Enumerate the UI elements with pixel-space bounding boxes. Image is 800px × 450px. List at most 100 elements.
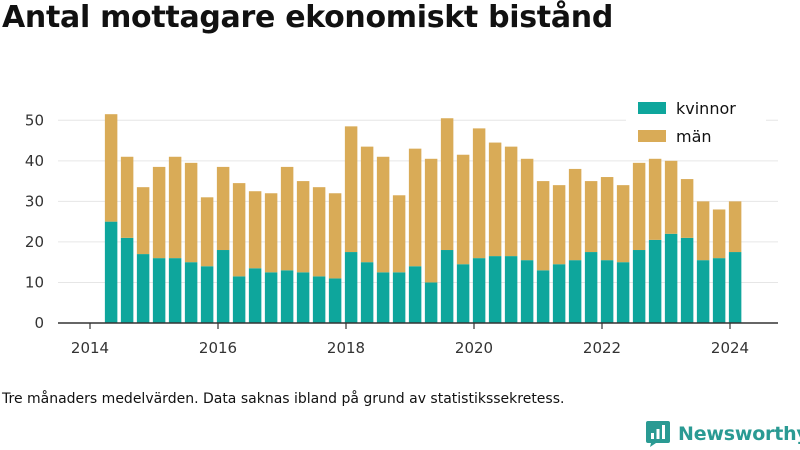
- legend-label: män: [676, 127, 712, 146]
- bar-män: [360, 146, 374, 263]
- bar-män: [648, 158, 662, 240]
- bar-män: [584, 181, 598, 253]
- bar-kvinnor: [648, 239, 662, 323]
- bar-män: [568, 168, 582, 261]
- brand-name: Newsworthy: [678, 423, 800, 445]
- legend-swatch: [638, 130, 666, 142]
- legend-swatch: [638, 102, 666, 114]
- legend: kvinnor män: [626, 96, 766, 154]
- x-tick-label: 2014: [71, 339, 109, 357]
- chart-title: Antal mottagare ekonomiskt bistånd: [2, 0, 614, 35]
- footnote: Tre månaders medelvärden. Data saknas ib…: [2, 391, 565, 407]
- bar-män: [328, 193, 342, 279]
- y-tick-label: 20: [25, 233, 44, 251]
- bar-kvinnor: [664, 233, 678, 323]
- bar-män: [168, 156, 182, 259]
- bar-män: [200, 197, 214, 267]
- y-tick-label: 0: [34, 314, 44, 332]
- bar-män: [600, 177, 614, 261]
- bar-män: [120, 156, 134, 238]
- y-tick-label: 40: [25, 152, 44, 170]
- bar-kvinnor: [584, 252, 598, 323]
- bar-män: [104, 114, 118, 222]
- bar-kvinnor: [200, 266, 214, 323]
- bar-kvinnor: [168, 258, 182, 323]
- bar-män: [440, 118, 454, 251]
- bar-män: [152, 166, 166, 259]
- bar-kvinnor: [408, 266, 422, 323]
- bar-män: [520, 158, 534, 261]
- y-tick-label: 30: [25, 192, 44, 210]
- bar-kvinnor: [328, 278, 342, 323]
- bar-kvinnor: [232, 276, 246, 323]
- bar-män: [392, 195, 406, 273]
- bar-kvinnor: [344, 252, 358, 323]
- bar-män: [216, 166, 230, 251]
- bar-män: [376, 156, 390, 273]
- bar-kvinnor: [488, 256, 502, 323]
- bar-män: [248, 191, 262, 269]
- bar-kvinnor: [184, 262, 198, 323]
- bar-män: [488, 142, 502, 257]
- bar-kvinnor: [280, 270, 294, 323]
- bar-kvinnor: [552, 264, 566, 323]
- bar-män: [680, 179, 694, 238]
- x-tick-label: 2020: [455, 339, 493, 357]
- bar-män: [712, 209, 726, 259]
- bar-män: [296, 181, 310, 273]
- bar-kvinnor: [136, 254, 150, 323]
- newsworthy-logo-icon: [646, 421, 670, 447]
- bar-kvinnor: [504, 256, 518, 323]
- bar-män: [456, 154, 470, 265]
- bar-kvinnor: [440, 250, 454, 323]
- bar-män: [472, 128, 486, 259]
- bar-män: [312, 187, 326, 277]
- bar-män: [232, 183, 246, 277]
- bar-kvinnor: [376, 272, 390, 323]
- bar-kvinnor: [360, 262, 374, 323]
- bar-män: [424, 158, 438, 283]
- bar-kvinnor: [712, 258, 726, 323]
- bar-kvinnor: [616, 262, 630, 323]
- bar-kvinnor: [296, 272, 310, 323]
- x-tick-label: 2018: [327, 339, 365, 357]
- bar-kvinnor: [472, 258, 486, 323]
- bar-män: [408, 148, 422, 267]
- bar-kvinnor: [568, 260, 582, 323]
- y-tick-label: 50: [25, 111, 44, 129]
- bar-kvinnor: [632, 250, 646, 323]
- x-tick-label: 2016: [199, 339, 237, 357]
- axes: 0 10 20 30 40 50 2014 2016 2018 2020 2022 2024: [25, 111, 778, 357]
- bar-kvinnor: [696, 260, 710, 323]
- bar-kvinnor: [264, 272, 278, 323]
- bar-kvinnor: [152, 258, 166, 323]
- bar-män: [344, 126, 358, 253]
- bar-kvinnor: [456, 264, 470, 323]
- x-tick-label: 2024: [711, 339, 749, 357]
- bar-kvinnor: [728, 252, 742, 323]
- bar-män: [664, 160, 678, 234]
- bar-kvinnor: [248, 268, 262, 323]
- bar-män: [536, 181, 550, 271]
- bar-män: [136, 187, 150, 255]
- bar-män: [632, 162, 646, 251]
- legend-label: kvinnor: [676, 99, 736, 118]
- bar-män: [696, 201, 710, 261]
- bar-män: [264, 193, 278, 273]
- bar-män: [184, 162, 198, 263]
- bar-kvinnor: [600, 260, 614, 323]
- x-tick-label: 2022: [583, 339, 621, 357]
- bar-kvinnor: [392, 272, 406, 323]
- bars: [104, 114, 742, 323]
- bar-män: [552, 185, 566, 265]
- bar-män: [280, 166, 294, 271]
- bar-kvinnor: [680, 237, 694, 323]
- bar-män: [616, 185, 630, 263]
- bar-kvinnor: [520, 260, 534, 323]
- bar-kvinnor: [536, 270, 550, 323]
- bar-män: [728, 201, 742, 253]
- bar-kvinnor: [104, 221, 118, 323]
- y-tick-label: 10: [25, 273, 44, 291]
- brand: Newsworthy: [645, 420, 800, 448]
